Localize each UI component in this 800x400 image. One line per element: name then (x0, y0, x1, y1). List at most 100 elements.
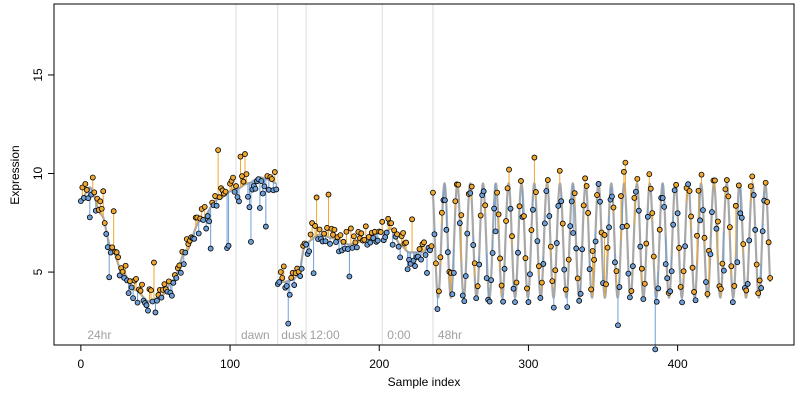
data-point (615, 322, 621, 329)
data-point (743, 287, 750, 294)
data-point (686, 188, 693, 194)
data-point (544, 177, 551, 183)
data-point (641, 280, 648, 287)
data-point (474, 283, 481, 290)
data-point (667, 288, 674, 295)
data-point (428, 243, 435, 250)
data-point (259, 190, 266, 197)
data-point (746, 237, 753, 244)
data-point (389, 241, 396, 248)
data-point (297, 273, 304, 279)
data-point (322, 238, 329, 245)
data-point (515, 249, 521, 256)
data-point (525, 299, 532, 305)
data-point (395, 243, 402, 250)
data-point (689, 264, 696, 271)
data-point (653, 298, 660, 305)
data-point (486, 298, 493, 305)
data-point (703, 279, 709, 285)
data-point (152, 309, 159, 316)
data-point (715, 218, 721, 225)
data-point (237, 153, 244, 160)
data-point (495, 211, 502, 218)
data-point (601, 232, 608, 238)
data-point (609, 193, 615, 200)
data-point (756, 277, 763, 284)
data-point (498, 282, 505, 289)
data-point (631, 195, 638, 201)
data-point (509, 233, 515, 240)
x-axis-label: Sample index (388, 375, 461, 389)
data-point (298, 265, 305, 272)
data-point (307, 231, 314, 238)
data-point (286, 291, 293, 298)
data-point (762, 179, 769, 186)
data-point (492, 228, 499, 235)
data-point (173, 275, 180, 281)
x-tick-label: 200 (369, 357, 389, 371)
data-point (316, 226, 323, 233)
data-point (650, 253, 657, 260)
data-point (161, 281, 168, 288)
data-point (732, 202, 739, 209)
data-point (585, 210, 592, 216)
data-point (604, 244, 611, 251)
data-point (437, 254, 444, 261)
data-point (122, 262, 129, 269)
data-point (494, 189, 501, 196)
data-point (700, 207, 706, 214)
data-point (549, 278, 556, 285)
data-point (507, 205, 514, 212)
data-point (621, 168, 627, 175)
data-point (476, 261, 483, 268)
data-point (521, 213, 527, 220)
data-point (449, 291, 456, 298)
data-point (562, 286, 569, 293)
data-point (113, 249, 120, 256)
data-point (200, 217, 207, 223)
data-point (647, 185, 654, 192)
data-point (612, 259, 618, 266)
x-axis: 0 100 200 300 400 (78, 344, 688, 371)
data-point (231, 188, 238, 195)
data-point (225, 242, 232, 249)
data-point (434, 306, 441, 312)
data-point (573, 245, 580, 252)
data-point (656, 226, 663, 233)
data-point (537, 295, 544, 301)
x-tick-label: 100 (220, 357, 240, 371)
data-point (89, 174, 96, 181)
data-point (543, 188, 550, 194)
data-point (522, 255, 529, 262)
phase-labels: 24hr dawn dusk 12:00 0:00 48hr (87, 328, 462, 342)
data-point (240, 178, 247, 185)
data-point (374, 237, 381, 244)
data-point (513, 279, 520, 286)
data-point (213, 202, 220, 209)
data-point (579, 246, 586, 253)
data-point (361, 236, 368, 243)
data-point (516, 203, 523, 210)
data-point (567, 223, 574, 230)
data-point (276, 279, 283, 285)
data-point (643, 240, 650, 247)
data-point (695, 187, 702, 194)
data-point (532, 189, 539, 195)
data-point (765, 239, 772, 246)
data-point (565, 256, 572, 263)
data-point (530, 206, 536, 213)
data-point (713, 225, 720, 232)
data-point (262, 223, 269, 230)
data-point (723, 177, 730, 183)
data-point (409, 216, 415, 223)
data-point (177, 269, 184, 276)
x-tick-label: 400 (668, 357, 688, 371)
data-point (547, 243, 554, 250)
data-point (688, 213, 694, 220)
data-point (441, 197, 448, 204)
data-point (680, 268, 687, 275)
data-point (422, 252, 429, 258)
data-point (128, 284, 135, 291)
data-point (550, 304, 557, 311)
data-point (109, 244, 116, 251)
